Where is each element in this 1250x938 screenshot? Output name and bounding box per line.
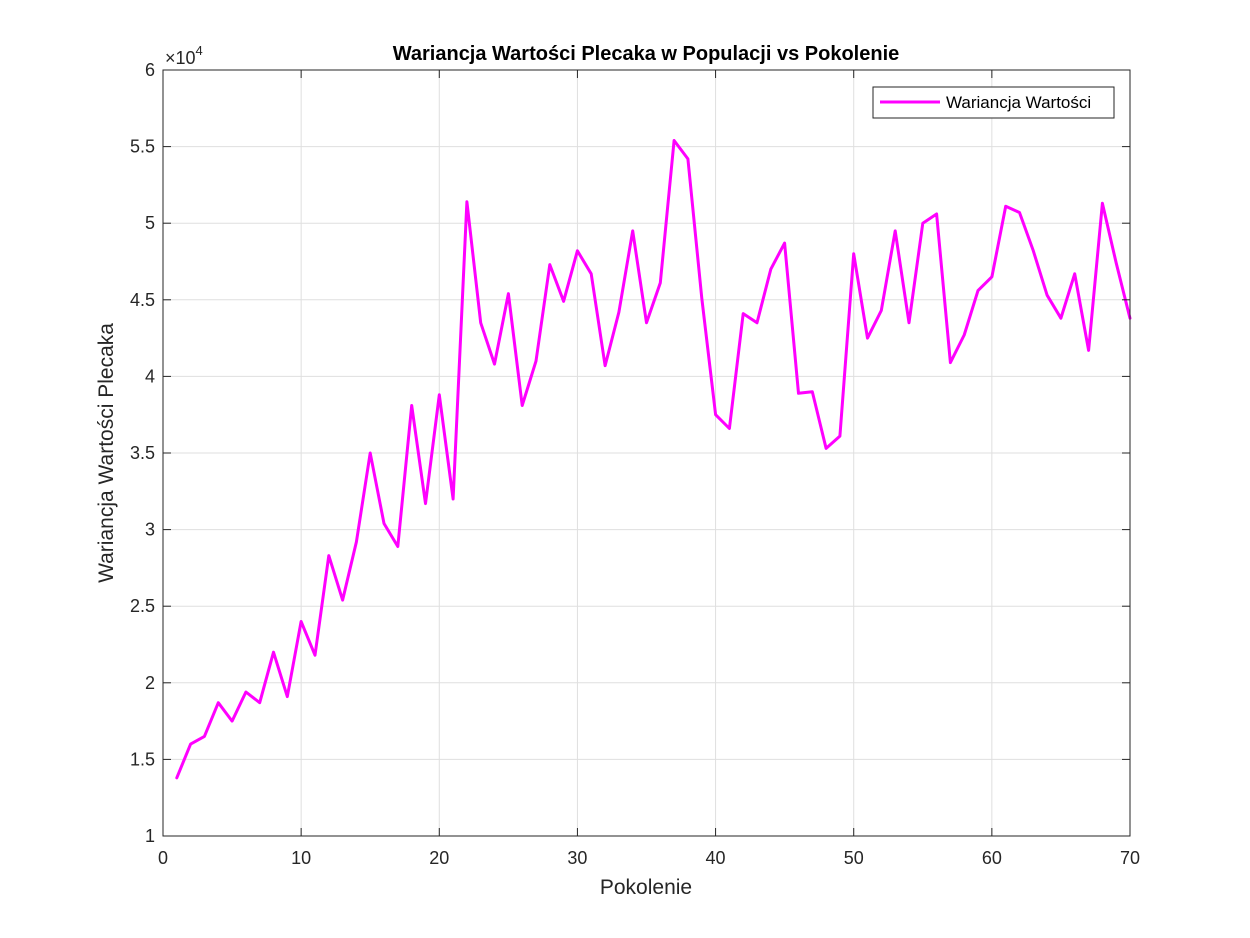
y-tick-label: 5 — [145, 213, 155, 233]
x-tick-label: 0 — [158, 848, 168, 868]
tick-marks — [162, 69, 1131, 837]
y-tick-label: 5.5 — [130, 137, 155, 157]
y-tick-label: 3 — [145, 520, 155, 540]
y-tick-label: 2 — [145, 673, 155, 693]
x-tick-label: 30 — [567, 848, 587, 868]
x-tick-label: 70 — [1120, 848, 1140, 868]
y-axis-label: Wariancja Wartości Plecaka — [95, 323, 118, 583]
y-tick-label: 4 — [145, 366, 155, 386]
series-layer — [175, 139, 1132, 780]
y-exponent-power: 4 — [196, 43, 203, 58]
series-line — [175, 139, 1132, 780]
x-tick-label: 60 — [982, 848, 1002, 868]
x-tick-label: 20 — [429, 848, 449, 868]
y-tick-label: 6 — [145, 60, 155, 80]
x-axis-label: Pokolenie — [600, 876, 692, 899]
chart-title: Wariancja Wartości Plecaka w Populacji v… — [393, 43, 900, 65]
y-tick-label: 1.5 — [130, 749, 155, 769]
y-tick-labels: 1 1.5 2 2.5 3 3.5 4 4.5 5 5.5 6 — [130, 60, 155, 846]
legend[interactable]: Wariancja Wartości — [872, 86, 1115, 119]
x-tick-label: 50 — [844, 848, 864, 868]
y-tick-label: 1 — [145, 826, 155, 846]
y-exponent-base: ×10 — [165, 48, 196, 68]
x-tick-label: 10 — [291, 848, 311, 868]
y-tick-label: 4.5 — [130, 290, 155, 310]
y-exponent-label: ×104 — [165, 43, 203, 68]
y-tick-label: 2.5 — [130, 596, 155, 616]
x-tick-labels: 0 10 20 30 40 50 60 70 — [158, 848, 1140, 868]
y-tick-label: 3.5 — [130, 443, 155, 463]
legend-label: Wariancja Wartości — [946, 93, 1091, 112]
x-tick-label: 40 — [706, 848, 726, 868]
